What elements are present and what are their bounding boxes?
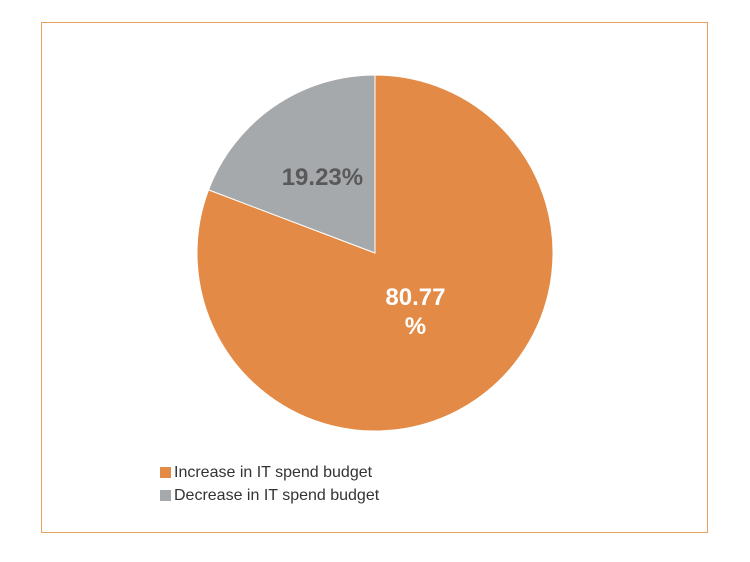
legend-item-increase: Increase in IT spend budget [160,461,379,484]
pie-labels: 80.77 % 19.23% [282,164,446,340]
chart-legend: Increase in IT spend budget Decrease in … [160,461,379,507]
pie-slice-decrease [207,74,376,254]
data-label-decrease: 19.23% [282,164,363,191]
pie-slice-increase [196,74,554,432]
data-label-increase: 80.77% [385,284,445,340]
legend-item-decrease: Decrease in IT spend budget [160,484,379,507]
legend-label-increase: Increase in IT spend budget [174,463,373,481]
legend-swatch-increase [160,467,171,478]
pie-slices [196,74,554,432]
legend-swatch-decrease [160,490,171,501]
legend-label-decrease: Decrease in IT spend budget [174,486,380,504]
